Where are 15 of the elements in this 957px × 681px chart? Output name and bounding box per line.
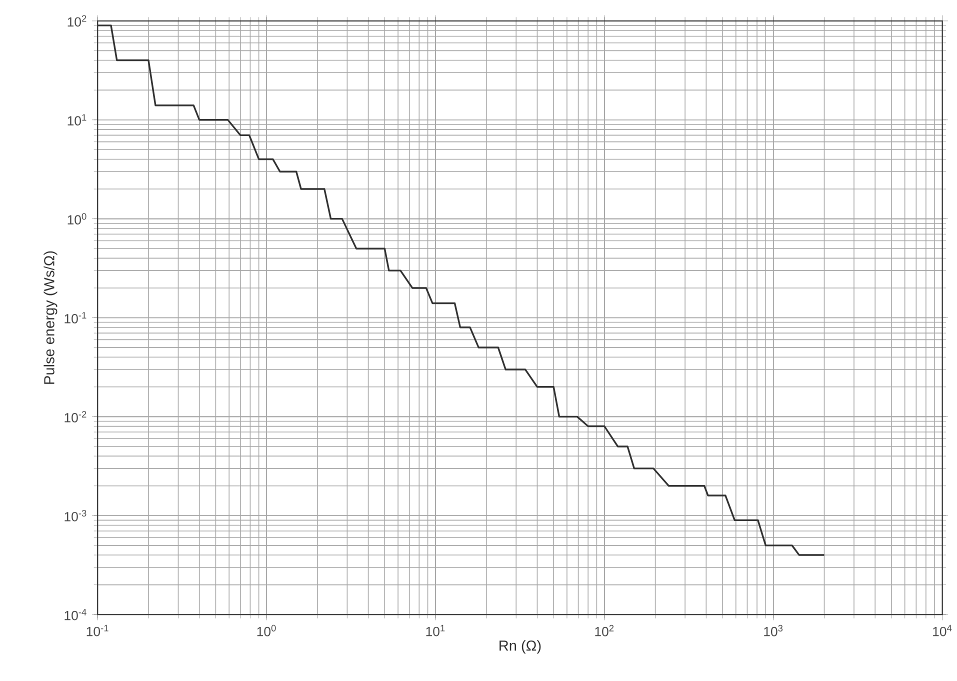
x-tick-label: 10$^{0}$ xyxy=(257,624,276,636)
y-tick-label: 10$^{-4}$ xyxy=(64,608,86,620)
x-tick-label: 10$^{4}$ xyxy=(933,624,952,636)
x-tick-label: 10$^{-1}$ xyxy=(86,624,108,636)
y-tick-label: 10$^{2}$ xyxy=(68,15,86,26)
x-axis-title: Rn (Ω) xyxy=(500,640,541,654)
y-tick-label: 10$^{1}$ xyxy=(68,114,86,126)
y-tick-label: 10$^{0}$ xyxy=(68,212,86,224)
y-axis-title: Pulse energy (Ws/Ω) xyxy=(44,251,58,384)
x-tick-label: 10$^{2}$ xyxy=(595,624,614,636)
x-tick-label: 10$^{1}$ xyxy=(426,624,445,636)
y-tick-label: 10$^{-3}$ xyxy=(64,510,86,522)
x-tick-label: 10$^{3}$ xyxy=(764,624,783,636)
y-tick-label: 10$^{-1}$ xyxy=(64,312,86,324)
y-tick-label: 10$^{-2}$ xyxy=(64,410,86,422)
